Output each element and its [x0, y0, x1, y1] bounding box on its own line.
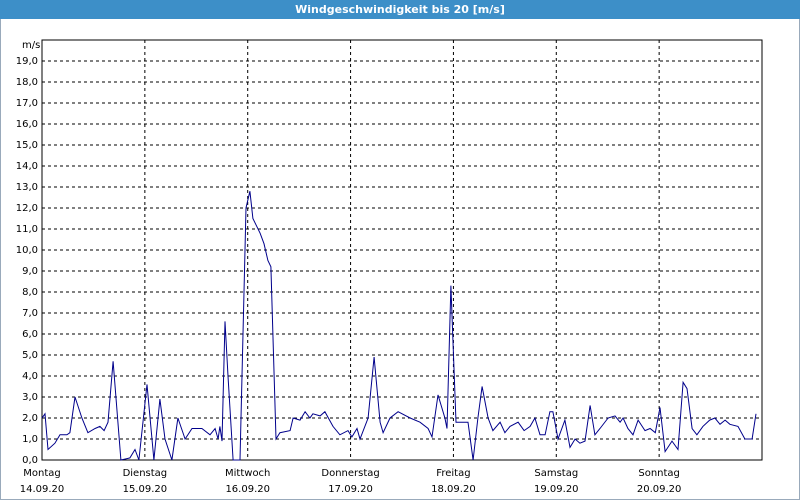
title-bar	[0, 0, 800, 19]
wind-line	[41, 191, 757, 461]
y-tick-label: 7,0	[22, 308, 38, 319]
y-tick-label: 12,0	[16, 203, 38, 214]
x-tick-date: 17.09.20	[328, 484, 373, 495]
y-tick-label: 15,0	[16, 140, 38, 151]
chart-title: Windgeschwindigkeit bis 20 [m/s]	[295, 3, 505, 16]
x-tick-label: Samstag	[534, 468, 578, 479]
x-tick-date: 16.09.20	[225, 484, 270, 495]
x-tick-label: Dienstag	[123, 468, 168, 479]
x-tick-label: Donnerstag	[321, 468, 379, 479]
y-tick-label: 4,0	[22, 371, 38, 382]
y-tick-label: 9,0	[22, 266, 38, 277]
y-tick-label: 11,0	[16, 224, 38, 235]
y-tick-label: 18,0	[16, 77, 38, 88]
x-tick-date: 15.09.20	[123, 484, 168, 495]
y-tick-label: 2,0	[22, 413, 38, 424]
x-tick-date: 18.09.20	[431, 484, 476, 495]
y-unit: m/s	[22, 40, 40, 51]
y-tick-label: 3,0	[22, 392, 38, 403]
y-tick-label: 13,0	[16, 182, 38, 193]
x-tick-date: 19.09.20	[534, 484, 579, 495]
x-tick-label: Montag	[23, 468, 60, 479]
y-tick-label: 6,0	[22, 329, 38, 340]
x-tick-label: Freitag	[436, 468, 470, 479]
x-tick-label: Mittwoch	[225, 468, 270, 479]
y-tick-label: 0,0	[22, 455, 38, 466]
x-tick-label: Sonntag	[638, 468, 680, 479]
y-tick-label: 1,0	[22, 434, 38, 445]
x-tick-date: 20.09.20	[637, 484, 682, 495]
y-tick-label: 16,0	[16, 119, 38, 130]
x-tick-date: 14.09.20	[20, 484, 65, 495]
y-tick-label: 19,0	[16, 56, 38, 67]
y-tick-label: 17,0	[16, 98, 38, 109]
y-tick-label: 10,0	[16, 245, 38, 256]
y-tick-label: 14,0	[16, 161, 38, 172]
y-tick-label: 5,0	[22, 350, 38, 361]
y-tick-label: 8,0	[22, 287, 38, 298]
